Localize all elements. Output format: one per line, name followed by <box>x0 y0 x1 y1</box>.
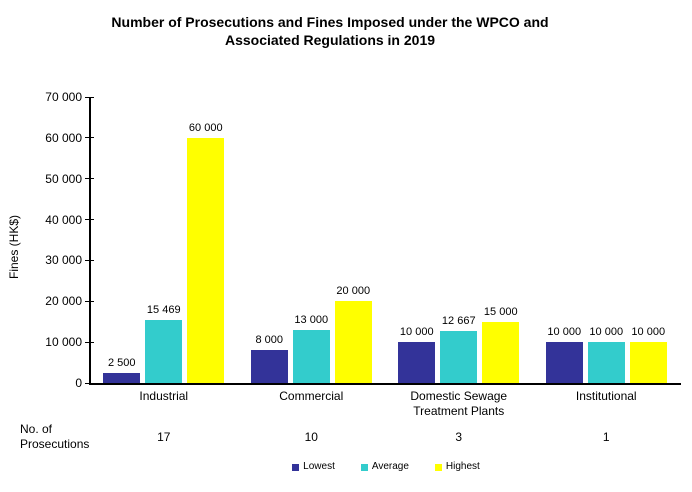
chart-title-line2: Associated Regulations in 2019 <box>224 32 436 48</box>
bar-lowest-4 <box>545 342 583 383</box>
y-tick-label: 60 000 <box>45 130 82 145</box>
prosecution-count: 1 <box>602 430 610 444</box>
y-tick-line <box>85 300 94 302</box>
legend-swatch-average <box>360 463 368 471</box>
bar-highest-2 <box>334 301 372 383</box>
bar-value-label: 2 500 <box>107 356 136 369</box>
y-tick-label: 70 000 <box>45 90 82 104</box>
y-tick-label: 30 000 <box>45 253 82 268</box>
bar-value-label: 10 000 <box>547 326 582 339</box>
category-label: Domestic Sewage Treatment Plants <box>410 389 508 418</box>
prosecution-count: 10 <box>304 430 318 444</box>
legend-item-average: Average <box>360 461 409 473</box>
bar-value-label: 60 000 <box>188 121 223 134</box>
bar-highest-4 <box>629 342 667 383</box>
bar-average-1 <box>145 319 183 383</box>
category-label: Commercial <box>279 389 344 403</box>
y-tick-label: 50 000 <box>45 171 82 186</box>
y-tick-label: 10 000 <box>45 335 82 350</box>
chart-title-line1: Number of Prosecutions and Fines Imposed… <box>111 14 549 30</box>
y-tick-line <box>85 219 94 221</box>
y-axis-line <box>89 97 91 385</box>
y-tick-label: 20 000 <box>45 294 82 309</box>
bar-value-label: 10 000 <box>589 326 624 339</box>
bar-average-2 <box>292 329 330 383</box>
legend-label: Highest <box>445 461 480 472</box>
x-axis-line <box>89 383 681 385</box>
y-tick-line <box>85 178 94 180</box>
legend-swatch-lowest <box>292 463 300 471</box>
legend-label: Average <box>371 461 409 472</box>
bar-lowest-1 <box>103 372 141 383</box>
bar-value-label: 15 000 <box>483 305 518 318</box>
bar-value-label: 10 000 <box>399 326 434 339</box>
y-tick-line <box>85 382 94 384</box>
prosecution-count: 17 <box>157 430 171 444</box>
y-tick-line <box>85 96 94 98</box>
legend-item-highest: Highest <box>434 461 480 473</box>
bar-value-label: 10 000 <box>631 326 666 339</box>
bar-lowest-2 <box>250 350 288 383</box>
prosecution-count: 3 <box>455 430 463 444</box>
legend-item-lowest: Lowest <box>292 461 335 473</box>
bar-value-label: 12 667 <box>441 315 476 328</box>
bar-value-label: 8 000 <box>255 334 284 347</box>
y-tick-line <box>85 137 94 139</box>
bar-value-label: 20 000 <box>336 285 371 298</box>
legend: Lowest Average Highest <box>90 461 682 473</box>
y-tick-line <box>85 341 94 343</box>
prosecutions-row-label: No. of Prosecutions <box>20 422 90 451</box>
bar-value-label: 15 469 <box>146 303 181 316</box>
bar-average-3 <box>440 331 478 383</box>
y-tick-label: 40 000 <box>45 212 82 227</box>
bar-value-label: 13 000 <box>294 313 329 326</box>
category-label: Institutional <box>575 389 637 403</box>
legend-label: Lowest <box>303 461 335 472</box>
category-label: Industrial <box>139 389 189 403</box>
bar-highest-3 <box>482 321 520 383</box>
legend-swatch-highest <box>434 463 442 471</box>
bar-average-4 <box>587 342 625 383</box>
chart-title: Number of Prosecutions and Fines Imposed… <box>0 13 660 49</box>
bar-lowest-3 <box>398 342 436 383</box>
y-tick-line <box>85 259 94 261</box>
bar-highest-1 <box>187 137 225 383</box>
y-tick-label: 0 <box>75 376 82 390</box>
